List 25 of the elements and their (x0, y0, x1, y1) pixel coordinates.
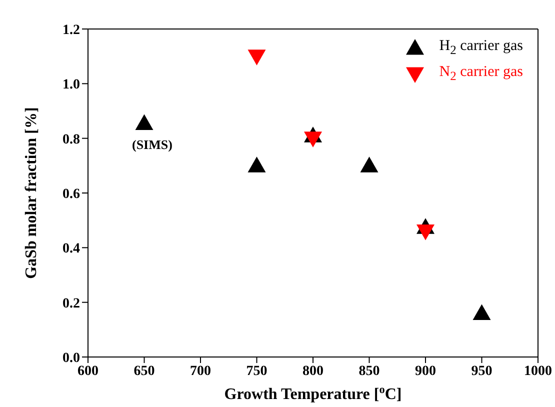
y-tick-label: 0.4 (62, 242, 80, 257)
y-tick-label: 0.0 (62, 350, 80, 366)
y-tick-label: 1.2 (62, 22, 80, 38)
x-tick-label: 750 (246, 364, 268, 379)
point (360, 156, 378, 172)
legend-label: N$_{2}$ carrier gas (439, 64, 523, 84)
x-tick-label: 700 (190, 364, 211, 379)
y-tick-label: 0.2 (62, 296, 80, 312)
legend-label: H$_{2}$ carrier gas (439, 38, 523, 58)
x-tick-label: 650 (134, 364, 155, 379)
y-axis-title: GaSb molar fraction [%] (23, 107, 40, 279)
point (135, 114, 154, 130)
x-tick-label: 950 (471, 364, 492, 379)
y-tick-label: 1.0 (62, 78, 80, 93)
x-axis-title: Growth Temperature [$^{o}$C] (224, 384, 402, 403)
annotation: (SIMS) (132, 137, 172, 153)
x-tick-label: 1000 (524, 364, 552, 379)
point (248, 156, 266, 172)
x-tick-label: 850 (358, 364, 380, 379)
point (472, 304, 491, 320)
x-tick-label: 600 (78, 364, 98, 379)
y-tick-label: 0.6 (62, 186, 80, 202)
y-tick-label: 0.8 (62, 132, 80, 148)
x-tick-label: 900 (415, 364, 436, 379)
x-tick-label: 800 (302, 364, 324, 379)
